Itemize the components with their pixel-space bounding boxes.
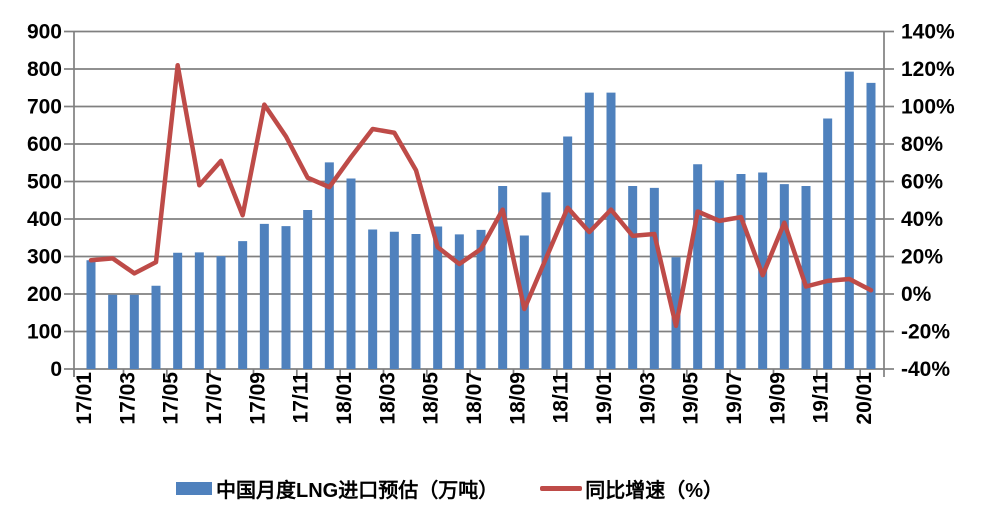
bar-18/04 xyxy=(411,234,421,369)
x-axis-label: 18/11 xyxy=(550,372,573,424)
x-axis-label: 19/11 xyxy=(810,372,833,424)
x-axis-label: 17/11 xyxy=(290,372,313,424)
bar-17/05 xyxy=(173,252,183,369)
bar-19/07 xyxy=(736,174,746,369)
bar-series-legend-label: 中国月度LNG进口预估（万吨） xyxy=(216,480,499,502)
bar-17/08 xyxy=(238,241,248,369)
x-axis-label: 17/03 xyxy=(116,372,139,425)
bar-19/11 xyxy=(823,118,833,369)
right-axis-label: 80% xyxy=(901,133,943,156)
left-axis-label: 0 xyxy=(50,358,62,381)
bar-19/06 xyxy=(714,180,724,369)
bar-17/09 xyxy=(259,223,269,369)
bar-18/07 xyxy=(476,229,486,369)
bar-18/02 xyxy=(368,229,378,369)
bar-17/02 xyxy=(108,294,118,369)
left-axis-label: 800 xyxy=(27,58,62,81)
bar-series-swatch xyxy=(176,482,212,495)
x-axis-label: 20/01 xyxy=(853,372,876,425)
bar-18/05 xyxy=(433,226,443,369)
left-axis-label: 100 xyxy=(27,321,62,344)
left-axis-label: 700 xyxy=(27,96,62,119)
x-axis-label: 17/01 xyxy=(73,372,96,425)
line-series-swatch xyxy=(540,486,583,491)
left-axis-label: 600 xyxy=(27,133,62,156)
left-axis-label: 400 xyxy=(27,208,62,231)
bar-18/08 xyxy=(498,186,508,369)
bar-19/04 xyxy=(671,257,681,369)
right-axis-label: 120% xyxy=(901,58,955,81)
left-axis-label: 500 xyxy=(27,171,62,194)
bar-17/12 xyxy=(324,162,334,369)
x-axis-label: 19/05 xyxy=(680,372,703,425)
legend-item-line-series: 同比增速（%） xyxy=(540,474,723,503)
legend-item-bar-series: 中国月度LNG进口预估（万吨） xyxy=(176,474,498,503)
bar-19/05 xyxy=(693,164,703,369)
bar-18/10 xyxy=(541,192,551,369)
bar-17/11 xyxy=(303,210,313,369)
growth-line xyxy=(88,63,874,329)
right-axis-label: 140% xyxy=(901,21,955,44)
x-axis-label: 17/07 xyxy=(203,372,226,425)
right-axis-label: 0% xyxy=(901,283,932,306)
left-axis-label: 200 xyxy=(27,283,62,306)
x-axis-label: 18/05 xyxy=(420,372,443,425)
x-axis-label: 19/09 xyxy=(766,372,789,425)
right-axis-label: -40% xyxy=(901,358,950,381)
bar-18/03 xyxy=(389,231,399,369)
x-axis-label: 18/03 xyxy=(376,372,399,425)
bar-20/01 xyxy=(866,82,876,369)
x-axis-label: 19/03 xyxy=(636,372,659,425)
x-axis-label: 17/09 xyxy=(246,372,269,425)
bar-17/10 xyxy=(281,226,291,369)
right-axis-label: 100% xyxy=(901,96,955,119)
x-axis-label: 19/07 xyxy=(723,372,746,425)
bar-19/12 xyxy=(844,71,854,369)
bar-19/10 xyxy=(801,186,811,369)
x-axis-label: 18/07 xyxy=(463,372,486,425)
right-axis-label: 20% xyxy=(901,246,943,269)
bar-19/03 xyxy=(649,187,659,369)
bar-19/02 xyxy=(628,186,638,369)
bar-18/11 xyxy=(563,136,573,369)
bar-18/01 xyxy=(346,178,356,369)
chart-legend: 中国月度LNG进口预估（万吨） 同比增速（%） xyxy=(176,474,723,503)
right-axis-label: -20% xyxy=(901,321,950,344)
left-axis-label: 900 xyxy=(27,21,62,44)
bar-19/01 xyxy=(606,92,616,369)
line-series-legend-label: 同比增速（%） xyxy=(585,480,724,502)
bar-17/06 xyxy=(194,252,204,369)
x-axis-label: 18/01 xyxy=(333,372,356,425)
bar-17/04 xyxy=(151,285,161,369)
x-axis-label: 18/09 xyxy=(506,372,529,425)
x-axis-label: 17/05 xyxy=(160,372,183,425)
right-axis-label: 40% xyxy=(901,208,943,231)
bar-17/07 xyxy=(216,256,226,369)
left-axis-label: 300 xyxy=(27,246,62,269)
x-axis-label: 19/01 xyxy=(593,372,616,425)
right-axis-label: 60% xyxy=(901,171,943,194)
bar-17/03 xyxy=(129,294,139,369)
bar-17/01 xyxy=(86,260,96,369)
bar-19/09 xyxy=(779,184,789,369)
bar-18/06 xyxy=(454,234,464,369)
